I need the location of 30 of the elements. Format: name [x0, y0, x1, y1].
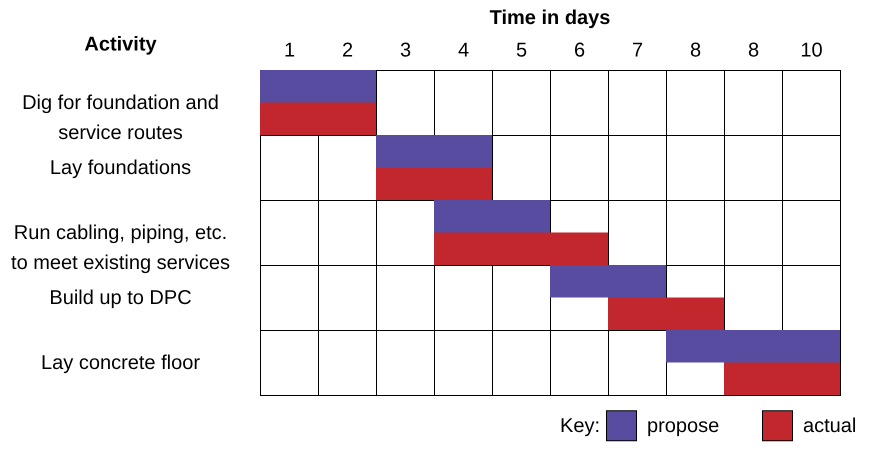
bar — [434, 200, 550, 232]
x-tick-label: 7 — [632, 40, 644, 62]
x-tick-label: 8 — [690, 40, 702, 62]
bar — [724, 362, 840, 395]
legend-label: propose — [647, 414, 720, 437]
bar — [376, 135, 492, 168]
bar — [260, 102, 376, 135]
chart-title: Time in days — [490, 7, 610, 29]
x-tick-label: 5 — [516, 40, 528, 62]
x-tick-label: 1 — [284, 40, 296, 62]
legend-label: actual — [803, 414, 856, 437]
legend-title: Key: — [560, 415, 600, 437]
x-tick-label: 4 — [458, 40, 470, 62]
x-tick-label: 8 — [748, 40, 760, 62]
x-tick-label: 3 — [400, 40, 412, 62]
bar — [550, 265, 666, 298]
bar — [666, 330, 840, 362]
x-tick-label: 6 — [574, 40, 586, 62]
y-tick-label: Lay foundations — [50, 157, 192, 179]
y-tick-label: Run cabling, piping, etc. to meet existing services — [11, 222, 230, 274]
y-tick-label: Dig for foundation and service routes — [22, 92, 219, 144]
bar — [376, 168, 492, 200]
bar — [434, 232, 608, 265]
bar — [608, 298, 724, 330]
y-tick-label: Lay concrete floor — [41, 352, 200, 374]
x-tick-label: 2 — [342, 40, 354, 62]
bar — [260, 70, 376, 102]
y-tick-label: Build up to DPC — [49, 287, 192, 309]
x-tick-label: 10 — [800, 40, 823, 62]
y-axis-title: Activity — [84, 34, 158, 56]
